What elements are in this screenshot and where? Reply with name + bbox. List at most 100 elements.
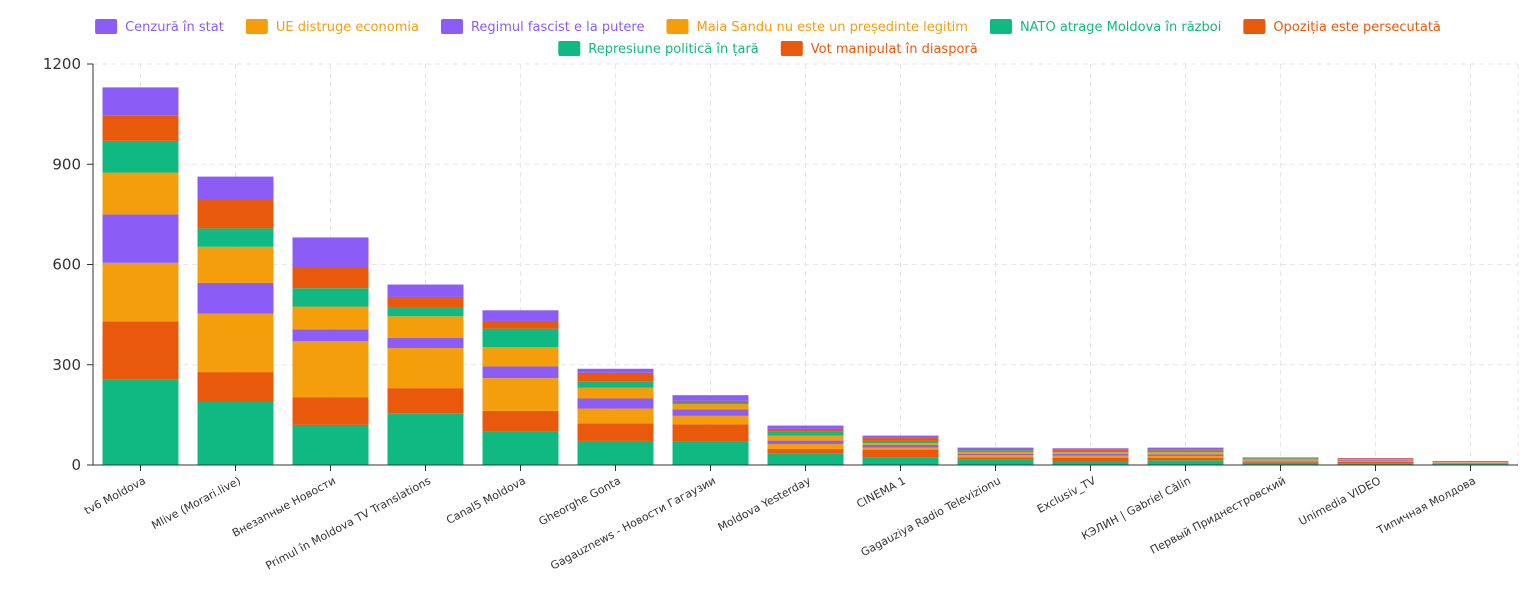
bar-segment xyxy=(1337,459,1414,460)
bar-segment xyxy=(197,401,274,465)
bar-segment xyxy=(767,435,844,441)
bar-segment xyxy=(672,404,749,410)
legend-swatch xyxy=(95,19,118,34)
bar-segment xyxy=(1052,448,1129,450)
bar-segment xyxy=(102,379,179,465)
legend-label: Maia Sandu nu este un președinte legitim xyxy=(696,20,967,35)
bar-segment xyxy=(387,348,464,389)
bar-segment xyxy=(1147,455,1224,458)
bar-segment xyxy=(862,447,939,450)
bar-segment xyxy=(577,398,654,409)
bar-segment xyxy=(767,428,844,432)
legend-label: Opoziția este persecutată xyxy=(1273,20,1441,35)
bar-segment xyxy=(1147,457,1224,461)
bar-segment xyxy=(1147,460,1224,465)
bar-segment xyxy=(672,409,749,416)
bar-segment xyxy=(862,449,939,458)
bar-segment xyxy=(862,435,939,438)
bar-segment xyxy=(1052,455,1129,458)
bar-segment xyxy=(672,400,749,403)
bar-segment xyxy=(1337,460,1414,462)
bar-segment xyxy=(197,228,274,247)
legend-item[interactable]: NATO atrage Moldova în război xyxy=(989,19,1221,35)
legend-swatch xyxy=(245,19,268,34)
legend-label: NATO atrage Moldova în război xyxy=(1020,20,1221,35)
legend-item[interactable]: Regimul fascist e la putere xyxy=(440,19,645,35)
bar-segment xyxy=(1147,450,1224,453)
y-tick-label: 1200 xyxy=(43,55,81,73)
bar-segment xyxy=(767,425,844,429)
bar-segment xyxy=(482,310,559,321)
bar-segment xyxy=(482,431,559,465)
bar-segment xyxy=(387,388,464,414)
bar-segment xyxy=(1147,452,1224,455)
bar-segment xyxy=(1242,459,1319,461)
bar-segment xyxy=(387,296,464,308)
x-tick-label: Moldova Yesterday xyxy=(716,474,814,534)
bar-segment xyxy=(577,381,654,388)
legend-label: Regimul fascist e la putere xyxy=(471,20,645,35)
bar-segment xyxy=(957,450,1034,452)
bar-segment xyxy=(672,441,749,465)
legend-label: Cenzură în stat xyxy=(125,20,224,35)
legend-item[interactable]: Represiune politică în țară xyxy=(558,41,759,57)
legend-swatch xyxy=(780,41,803,56)
bar-segment xyxy=(672,415,749,425)
legend-swatch xyxy=(1243,19,1266,34)
bar-segment xyxy=(1242,458,1319,459)
bar-segment xyxy=(102,262,179,322)
bar-segment xyxy=(1242,458,1319,460)
bar-segment xyxy=(1147,447,1224,450)
legend-label: Represiune politică în țară xyxy=(588,42,759,57)
bar-segment xyxy=(387,316,464,339)
bar-segment xyxy=(1242,461,1319,463)
bar-segment xyxy=(292,306,369,330)
bar-segment xyxy=(292,424,369,465)
legend-item[interactable]: Cenzură în stat xyxy=(95,19,224,35)
x-tick-label: Gheorghe Gonta xyxy=(537,474,623,528)
bar-segment xyxy=(767,431,844,436)
legend-item[interactable]: UE distruge economia xyxy=(245,19,419,35)
legend-label: Vot manipulat în diasporă xyxy=(811,42,978,57)
legend-item[interactable]: Opoziția este persecutată xyxy=(1243,19,1441,35)
bar-segment xyxy=(957,451,1034,454)
bar-segment xyxy=(197,176,274,200)
bar-segment xyxy=(482,410,559,432)
chart-bars xyxy=(102,87,1509,465)
bar-segment xyxy=(102,140,179,173)
bar-segment xyxy=(197,313,274,373)
legend-swatch xyxy=(440,19,463,34)
y-tick-label: 600 xyxy=(52,256,81,274)
bar-segment xyxy=(672,402,749,405)
legend-label: UE distruge economia xyxy=(276,20,419,35)
legend-item[interactable]: Maia Sandu nu este un președinte legitim xyxy=(666,19,968,35)
bar-segment xyxy=(957,447,1034,449)
legend-swatch xyxy=(989,19,1012,34)
bar-segment xyxy=(387,338,464,349)
y-tick-label: 0 xyxy=(71,456,81,474)
bar-segment xyxy=(387,413,464,465)
bar-segment xyxy=(1052,452,1129,454)
bar-segment xyxy=(482,347,559,367)
bar-segment xyxy=(957,457,1034,460)
bar-segment xyxy=(102,172,179,215)
bar-segment xyxy=(577,372,654,382)
x-tick-label: tv6 Moldova xyxy=(82,474,148,517)
bar-segment xyxy=(767,443,844,449)
bar-segment xyxy=(292,341,369,398)
bar-segment xyxy=(1147,449,1224,451)
bar-segment xyxy=(482,366,559,379)
bar-segment xyxy=(1242,462,1319,465)
x-tick-label: Exclusiv_TV xyxy=(1035,474,1098,516)
bar-segment xyxy=(1432,462,1509,464)
bar-segment xyxy=(1052,457,1129,461)
legend-item[interactable]: Vot manipulat în diasporă xyxy=(780,41,978,57)
x-tick-label: Unimedia VIDEO xyxy=(1297,474,1383,528)
bar-segment xyxy=(577,387,654,399)
bar-segment xyxy=(1052,449,1129,451)
bar-segment xyxy=(102,115,179,141)
bar-segment xyxy=(387,307,464,317)
x-tick-label: Gagauznews - Новости Гагаузии xyxy=(548,474,718,572)
bar-segment xyxy=(1052,460,1129,465)
